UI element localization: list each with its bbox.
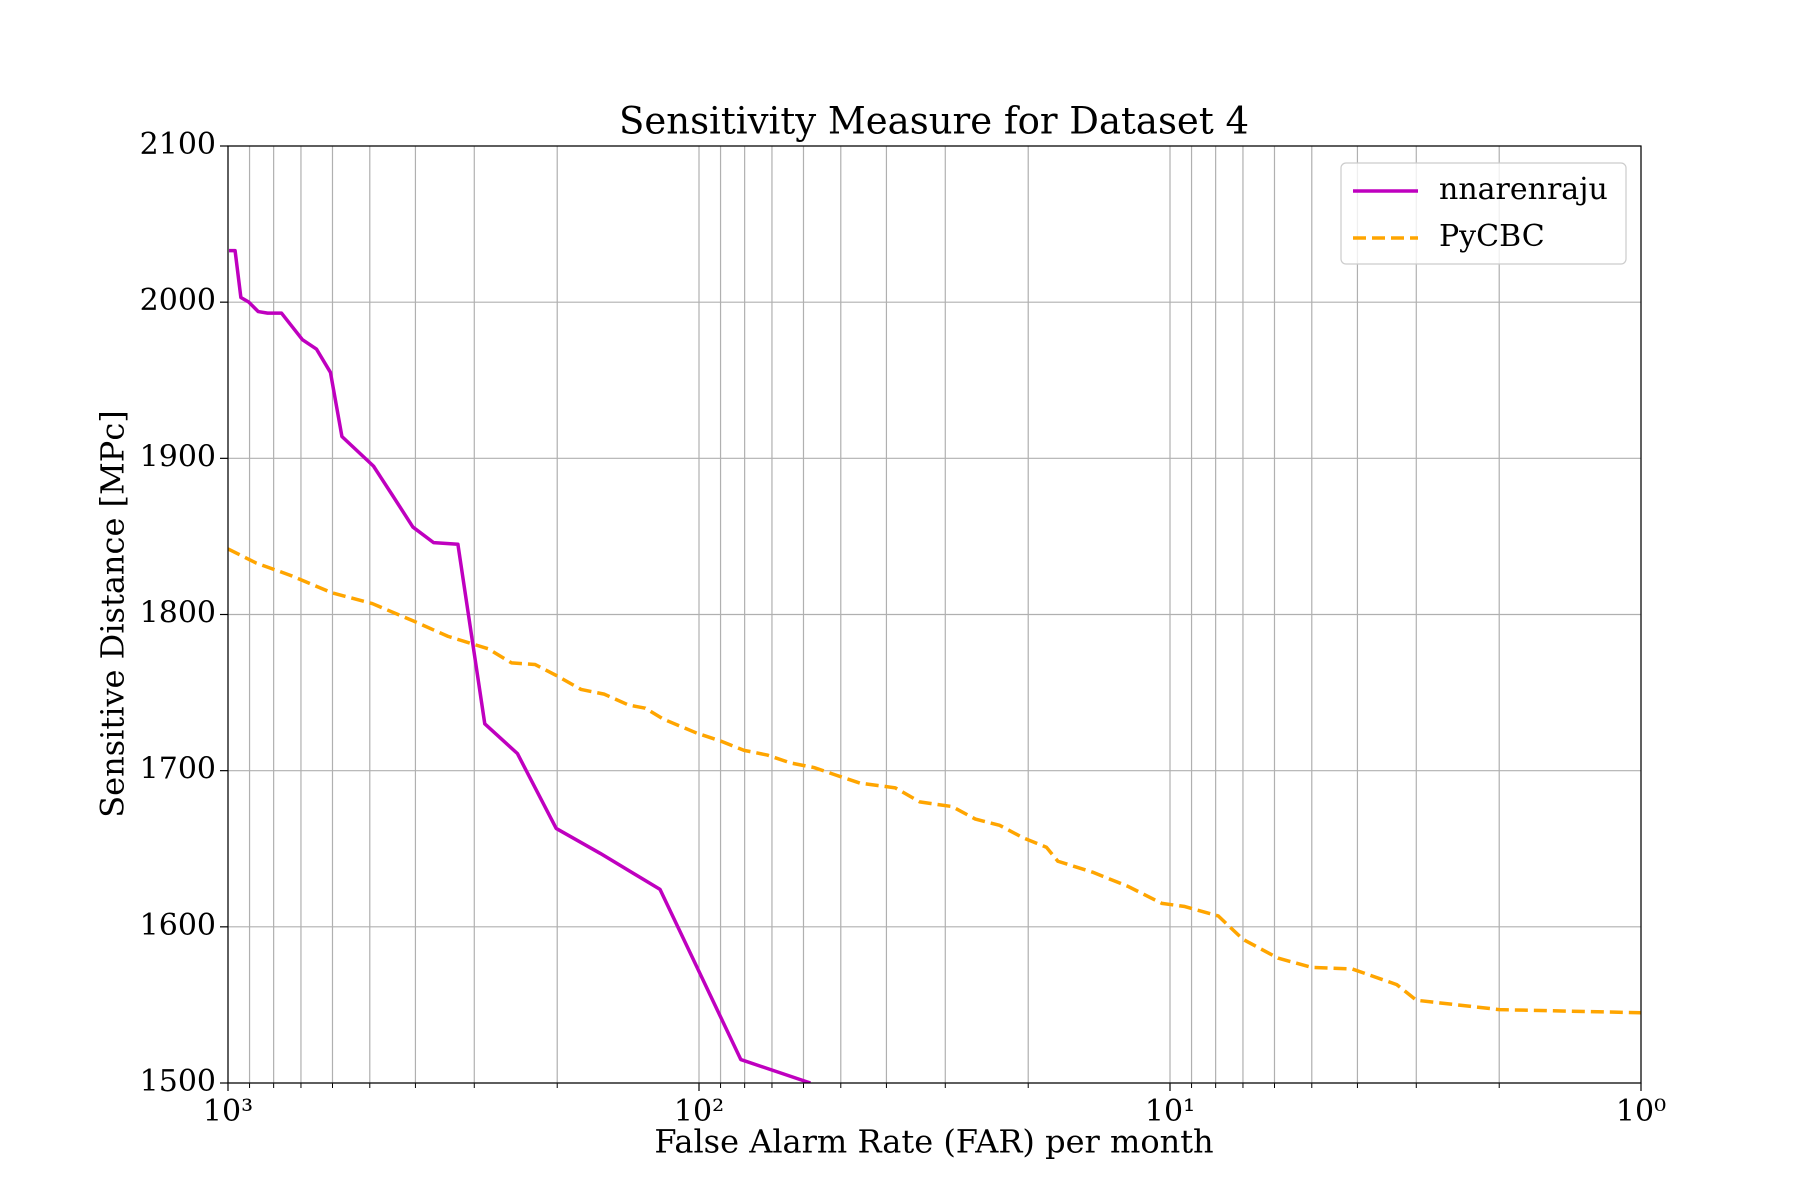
data-line	[229, 248, 811, 1083]
x-axis-label: False Alarm Rate (FAR) per month	[654, 1123, 1213, 1161]
plot-frame	[227, 145, 1642, 1084]
x-tick-label: 10²	[674, 1094, 724, 1129]
y-tick-label: 1800	[140, 596, 216, 631]
plot-lines	[228, 248, 1641, 1083]
y-tick-label: 2100	[140, 127, 216, 162]
x-tick-label: 10³	[203, 1094, 253, 1129]
chart-title: Sensitivity Measure for Dataset 4	[619, 100, 1249, 143]
x-tick-label: 10¹	[1145, 1094, 1195, 1129]
y-tick-label: 1600	[140, 908, 216, 943]
y-tick-label: 1700	[140, 752, 216, 787]
legend-label: nnarenraju	[1439, 172, 1608, 207]
y-tick-label: 2000	[140, 283, 216, 318]
data-line	[228, 547, 1641, 1015]
y-tick-label: 1900	[140, 439, 216, 474]
y-tick-label: 1500	[140, 1064, 216, 1099]
legend-label: PyCBC	[1439, 219, 1545, 254]
y-axis-label: Sensitive Distance [MPc]	[94, 410, 132, 817]
x-tick-label: 10⁰	[1616, 1094, 1666, 1129]
